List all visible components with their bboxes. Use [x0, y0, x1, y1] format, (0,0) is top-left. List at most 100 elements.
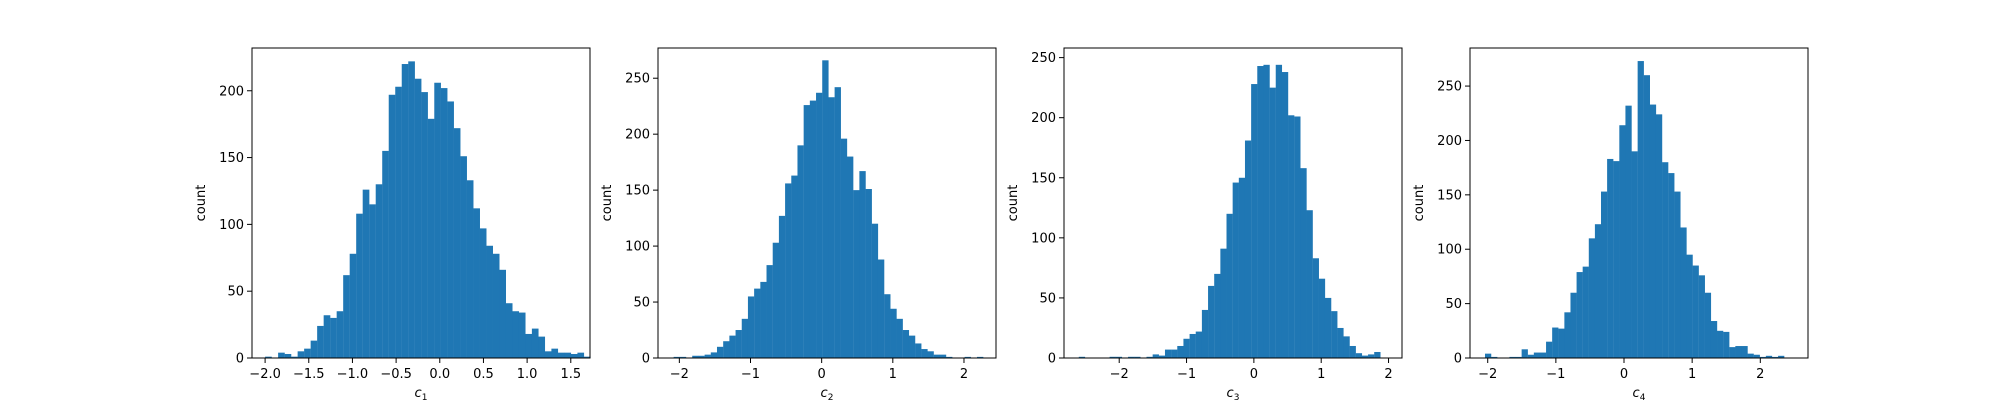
histogram-bar	[816, 92, 823, 359]
histogram-bar	[766, 265, 773, 358]
histogram-bar	[803, 105, 810, 358]
x-axis-label-subscript: 1	[422, 393, 428, 400]
histogram-bar	[1109, 356, 1116, 358]
histogram-bar	[902, 330, 910, 358]
histogram-bar	[797, 145, 804, 358]
histogram-panel-4: −2 −1 0 1 2 0 50 100 150 200 250 c4 count	[1412, 47, 1809, 400]
histogram-bar	[1355, 353, 1363, 358]
histogram-bar	[434, 82, 441, 359]
y-tick-label: 150	[1437, 188, 1462, 203]
x-axis-label: c4	[1633, 386, 1646, 400]
histogram-bar	[1226, 213, 1233, 358]
y-tick-label: 250	[1031, 51, 1056, 66]
histogram-bar	[1649, 104, 1657, 358]
histogram-bar	[791, 175, 798, 358]
histogram-bar	[1631, 151, 1638, 358]
histogram-bar	[1668, 173, 1675, 358]
x-tick-label: 0.0	[429, 367, 450, 382]
histogram-bar	[343, 275, 350, 358]
histogram-bar	[927, 351, 934, 358]
histogram-bar	[388, 94, 396, 359]
histogram-bar	[479, 228, 487, 358]
x-axis-label-subscript: 3	[1234, 393, 1240, 400]
histogram-bar	[1201, 309, 1209, 358]
histogram-bar	[323, 315, 331, 358]
histogram-bar	[538, 336, 546, 358]
histogram-bar	[1134, 356, 1141, 358]
histogram-bar	[735, 330, 742, 358]
axes-frame	[1469, 47, 1809, 359]
y-tick-label: 0	[642, 352, 650, 367]
y-tick-label: 100	[1437, 243, 1462, 258]
histogram-panel-3: −2 −1 0 1 2 0 50 100 150 200 250 c3 count	[1006, 47, 1403, 400]
histogram-bar	[1674, 191, 1681, 358]
histogram-bar	[1729, 347, 1736, 358]
histogram-bar	[754, 288, 761, 358]
histogram-bar	[317, 325, 324, 358]
y-tick-label: 200	[1437, 134, 1462, 149]
histogram-bar	[1263, 64, 1270, 358]
histogram-bar	[297, 351, 305, 358]
x-tick-label: 2	[960, 367, 968, 382]
histogram-bar	[1269, 87, 1276, 359]
histogram-bar	[877, 259, 885, 358]
histogram-bar	[1546, 341, 1553, 358]
histogram-bar	[1244, 140, 1252, 358]
x-tick-label: −1	[1177, 367, 1196, 382]
histogram-bar	[1759, 356, 1767, 358]
histogram-bar	[1582, 266, 1589, 358]
y-axis-label: count	[600, 185, 615, 222]
histogram-bar	[466, 180, 474, 358]
y-tick-label: 150	[219, 151, 244, 166]
histogram-bar	[1533, 352, 1541, 358]
histogram-bar	[1643, 75, 1650, 358]
histogram-bar	[1521, 349, 1528, 358]
y-tick-label: 0	[236, 352, 244, 367]
y-tick-label: 250	[1437, 80, 1462, 95]
histogram-bar	[1208, 285, 1215, 358]
histogram-bar	[362, 189, 370, 358]
histogram-bar	[349, 253, 357, 358]
histogram-bar	[673, 356, 680, 358]
x-axis-label-variable: c	[1633, 386, 1640, 400]
histogram-bar	[1613, 161, 1620, 358]
x-axis-label-variable: c	[1227, 386, 1234, 400]
axes-frame	[657, 47, 997, 359]
histogram-bar	[939, 354, 947, 358]
histogram-bar	[1361, 355, 1369, 358]
histogram-bar	[1594, 224, 1602, 358]
histogram-bar	[1692, 265, 1699, 358]
x-tick-label: 0	[1250, 367, 1258, 382]
histogram-bar	[964, 356, 971, 358]
histogram-bar	[884, 294, 891, 358]
histogram-bar	[284, 353, 292, 358]
histogram-bar	[1527, 354, 1534, 358]
x-axis-label: c3	[1227, 386, 1240, 400]
histogram-bar	[1288, 115, 1295, 358]
x-axis-label-subscript: 4	[1640, 393, 1646, 400]
histogram-bar	[453, 128, 461, 358]
y-axis-label: count	[194, 185, 209, 222]
histogram-bar	[544, 351, 552, 358]
y-tick-label: 100	[219, 218, 244, 233]
histogram-bar	[1177, 345, 1184, 358]
histogram-bar	[1374, 351, 1381, 358]
x-tick-label: 1	[1317, 367, 1325, 382]
histogram-bar	[1747, 353, 1754, 358]
histogram-bar	[375, 184, 383, 358]
histogram-bar	[486, 245, 493, 358]
x-axis-label-variable: c	[415, 386, 422, 400]
y-tick-label: 0	[1454, 352, 1462, 367]
histogram-bar	[1619, 125, 1626, 358]
histogram-bar	[741, 318, 749, 358]
histogram-bar	[698, 355, 705, 358]
histogram-bar	[772, 242, 780, 358]
histogram-bar	[1552, 327, 1559, 358]
histogram-bar	[1164, 349, 1172, 358]
histogram-bar	[1300, 168, 1307, 358]
histogram-bar	[440, 88, 448, 358]
histogram-bar	[1349, 345, 1356, 358]
histogram-bar	[834, 87, 841, 359]
histogram-bar	[577, 352, 585, 358]
